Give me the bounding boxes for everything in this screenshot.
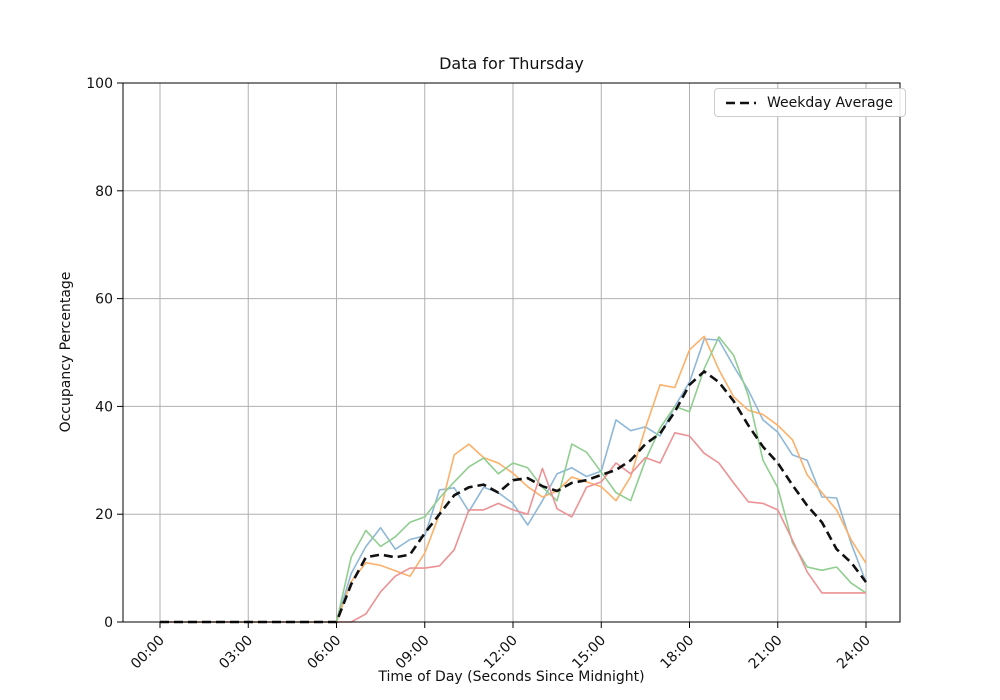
legend: Weekday Average bbox=[714, 88, 907, 117]
y-tick-label: 40 bbox=[95, 399, 113, 415]
legend-label: Weekday Average bbox=[767, 94, 894, 111]
x-tick-label: 03:00 bbox=[216, 633, 256, 673]
x-tick-label: 24:00 bbox=[834, 633, 874, 673]
y-tick-label: 0 bbox=[104, 615, 113, 631]
plot-border bbox=[122, 82, 901, 623]
chart-title: Data for Thursday bbox=[439, 54, 584, 73]
x-tick-label: 15:00 bbox=[569, 633, 609, 673]
legend-dashed-line-icon bbox=[726, 101, 756, 104]
x-tick-label: 06:00 bbox=[304, 633, 344, 673]
y-tick-label: 20 bbox=[95, 507, 113, 523]
x-tick-label: 12:00 bbox=[481, 633, 521, 673]
x-axis-label: Time of Day (Seconds Since Midnight) bbox=[378, 669, 645, 685]
x-tick-label: 00:00 bbox=[128, 633, 168, 673]
x-tick-label: 18:00 bbox=[657, 633, 697, 673]
y-tick-label: 80 bbox=[95, 184, 113, 200]
y-tick-label: 100 bbox=[86, 76, 113, 92]
x-tick-label: 21:00 bbox=[746, 633, 786, 673]
y-axis-label: Occupancy Percentage bbox=[58, 271, 74, 433]
x-tick-label: 09:00 bbox=[393, 633, 433, 673]
y-tick-label: 60 bbox=[95, 292, 113, 308]
